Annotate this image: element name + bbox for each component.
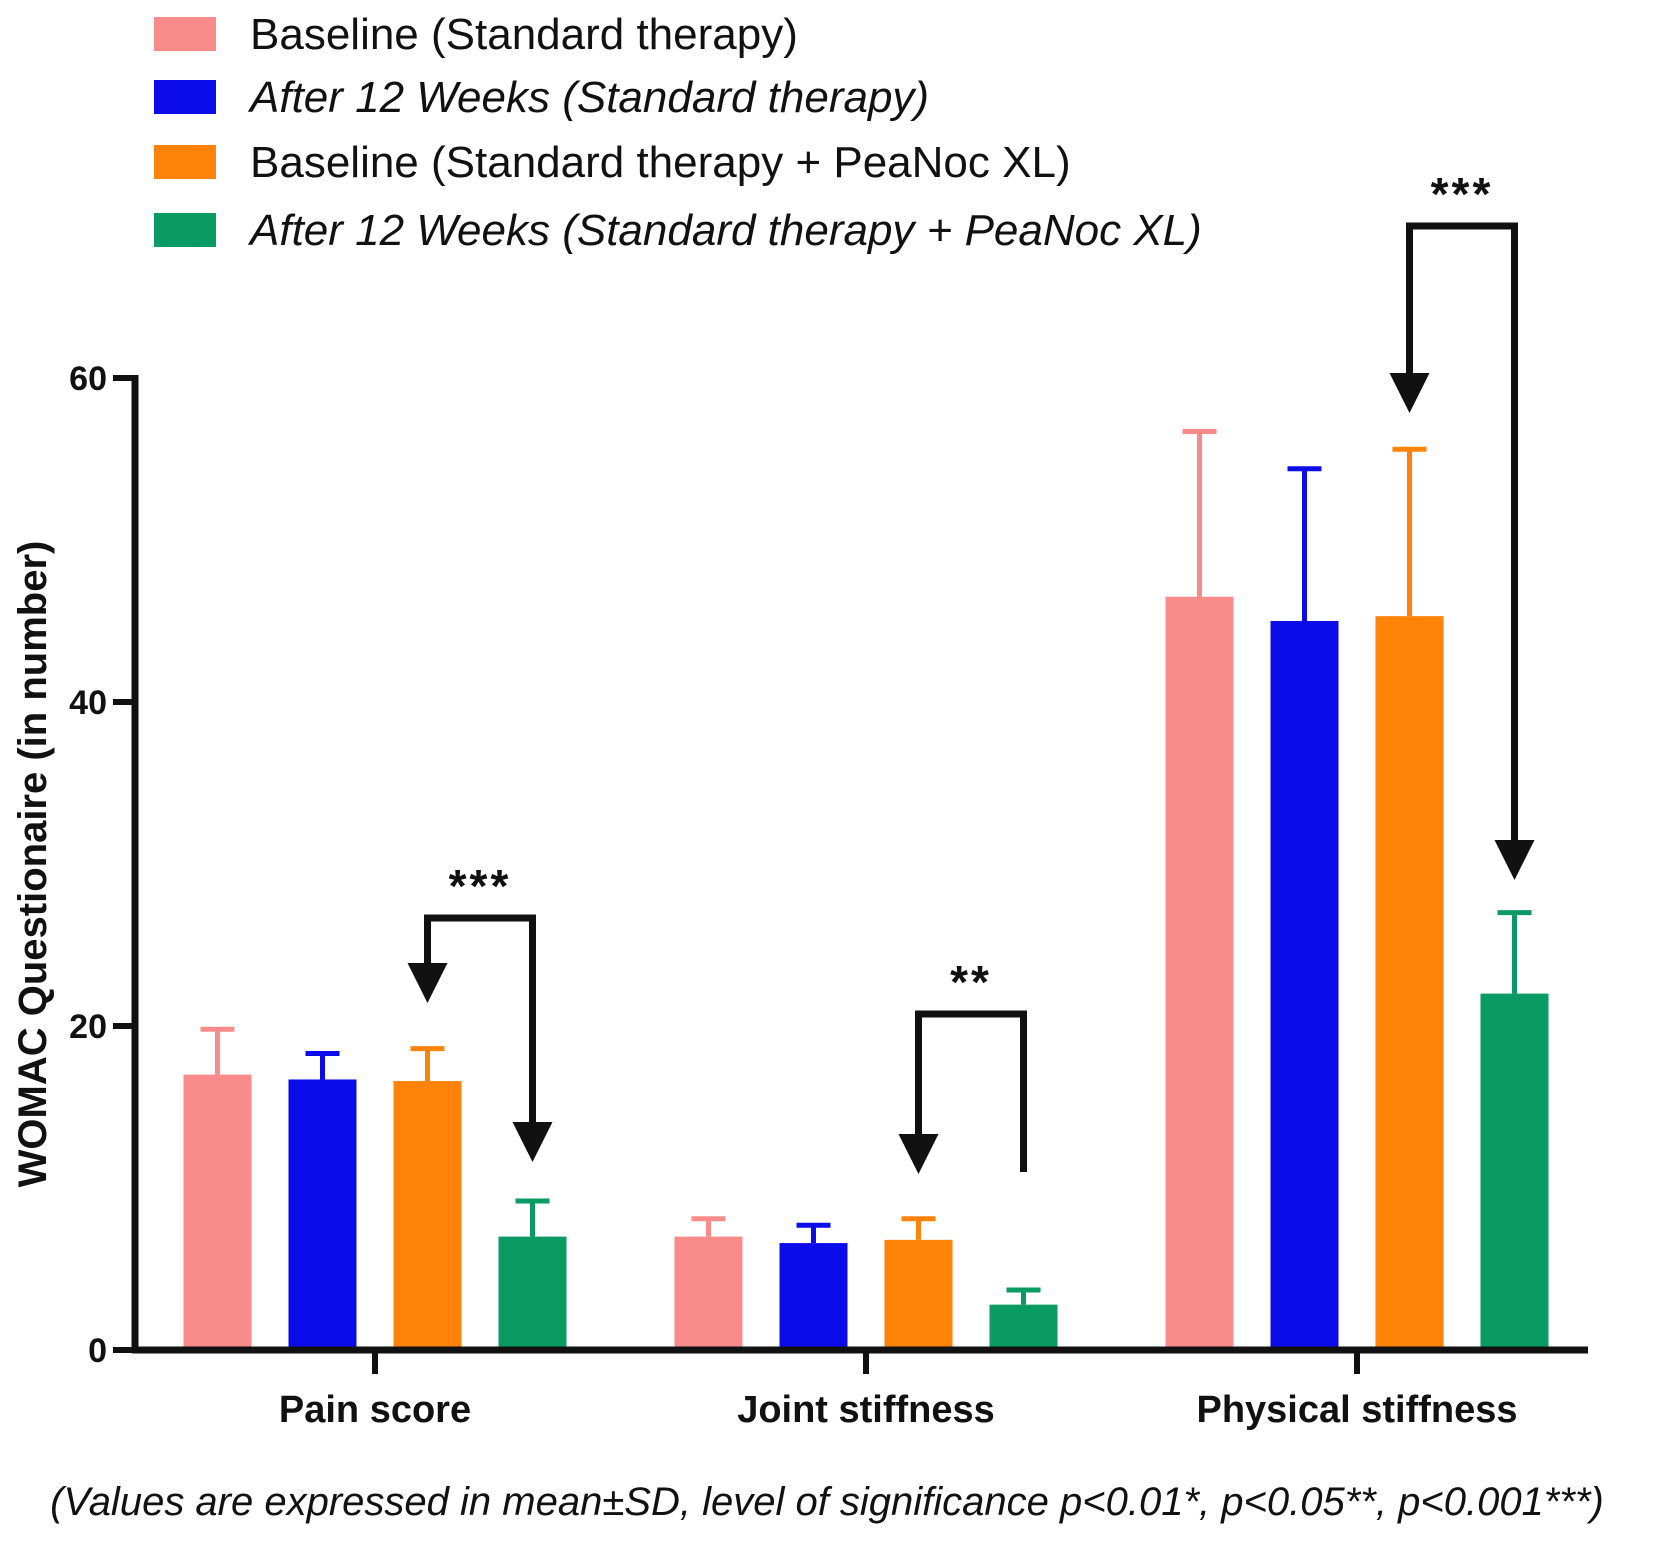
bar: [393, 1081, 462, 1350]
bar: [884, 1239, 953, 1350]
significance-label: ***: [1431, 168, 1494, 220]
significance-group: ********: [407, 168, 1535, 1174]
bar: [498, 1236, 567, 1350]
arrow-head-icon: [407, 963, 448, 1003]
chart-axes: 0 20 40 60 Pain score Joint stiffness Physical…: [69, 360, 1588, 1431]
significance-bracket: [424, 914, 536, 1122]
significance-label: **: [950, 956, 992, 1008]
legend-swatch: [154, 17, 216, 51]
x-tick-label: Joint stiffness: [737, 1389, 995, 1431]
y-tick-label: 60: [69, 360, 107, 398]
chart-legend: Baseline (Standard therapy) After 12 Week…: [154, 10, 1202, 255]
legend-swatch: [154, 145, 216, 179]
legend-label: After 12 Weeks (Standard therapy + PeaNo…: [247, 206, 1202, 255]
y-axis-label: WOMAC Questionaire (in number): [11, 541, 55, 1188]
legend-swatch: [154, 80, 216, 114]
legend-swatch: [154, 213, 216, 247]
bar: [183, 1074, 252, 1350]
bar: [288, 1079, 357, 1350]
arrow-head-icon: [1494, 840, 1535, 880]
arrow-head-icon: [1389, 373, 1430, 413]
legend-label: Baseline (Standard therapy + PeaNoc XL): [250, 138, 1071, 187]
x-tick-label: Physical stiffness: [1196, 1389, 1517, 1431]
bar-group: [183, 596, 1549, 1350]
significance-label: ***: [449, 860, 512, 912]
legend-label: Baseline (Standard therapy): [250, 10, 798, 59]
footnote: (Values are expressed in mean±SD, level …: [50, 1480, 1604, 1524]
y-tick-label: 0: [88, 1332, 107, 1370]
bar: [779, 1243, 848, 1350]
significance-bracket: [915, 1010, 1027, 1172]
significance-bracket: [1406, 222, 1518, 840]
error-bar-group: [200, 428, 1532, 1305]
x-tick-label: Pain score: [279, 1389, 471, 1431]
bar: [1480, 993, 1549, 1350]
y-tick-label: 40: [69, 684, 107, 722]
bar: [1165, 596, 1234, 1350]
arrow-head-icon: [898, 1134, 939, 1174]
bar: [989, 1304, 1058, 1350]
legend-label: After 12 Weeks (Standard therapy): [247, 73, 929, 122]
arrow-head-icon: [512, 1122, 553, 1162]
y-tick-label: 20: [69, 1008, 107, 1046]
bar: [1375, 616, 1444, 1350]
bar: [1270, 621, 1339, 1350]
bar: [674, 1236, 743, 1350]
